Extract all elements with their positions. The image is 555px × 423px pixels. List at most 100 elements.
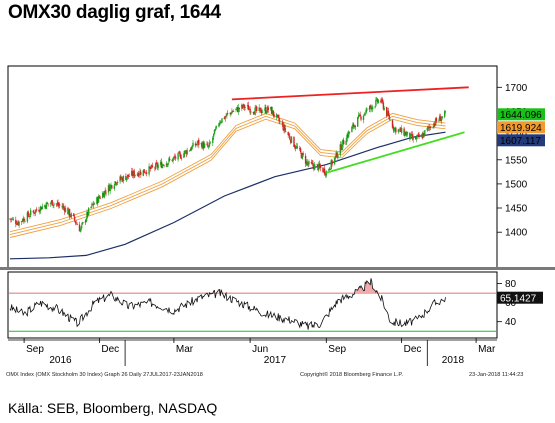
rsi-line [9, 278, 446, 330]
candle-up [329, 169, 332, 170]
candle-down [336, 152, 338, 158]
candle-down [316, 163, 318, 165]
candle-up [192, 142, 194, 147]
candle-up [186, 150, 188, 155]
candle-down [256, 106, 258, 111]
candle-up [444, 111, 447, 113]
rsi-last-value: 65.1427 [497, 291, 543, 305]
candle-up [11, 218, 13, 220]
trendline-layer [231, 86, 469, 174]
candle-up [439, 115, 441, 121]
candle-down [272, 110, 274, 116]
candle-up [219, 122, 221, 124]
candle-down [310, 162, 313, 164]
candle-down [128, 176, 130, 177]
candle-down [92, 203, 94, 205]
ma-band-line-2 [9, 115, 446, 236]
candle-up [426, 127, 428, 131]
candle-up [160, 162, 162, 165]
candle-up [441, 116, 443, 119]
candle-up [165, 163, 168, 167]
candle-down [140, 172, 142, 175]
candle-down [388, 115, 390, 120]
candle-up [30, 210, 32, 216]
candle-down [352, 123, 355, 127]
candle-down [227, 113, 229, 115]
candle-down [405, 132, 407, 136]
candle-down [190, 148, 192, 150]
candle-down [74, 221, 77, 223]
rsi-panel: 406080 65.1427 [7, 271, 543, 339]
candle-up [168, 158, 170, 162]
candle-down [44, 205, 47, 209]
candle-up [11, 218, 14, 220]
candle-down [277, 115, 279, 118]
candle-down [225, 115, 227, 117]
candle-up [157, 165, 159, 168]
candle-down [392, 126, 394, 130]
candle-up [91, 203, 93, 207]
candle-up [264, 107, 266, 112]
last-value-text: 1607.117 [500, 136, 541, 147]
candle-up [279, 121, 281, 123]
candle-up [113, 185, 115, 189]
candle-up [285, 131, 287, 132]
candle-down [51, 200, 53, 206]
candle-down [434, 124, 436, 125]
candle-down [232, 111, 234, 113]
candle-up [389, 119, 391, 121]
candle-up [271, 110, 274, 115]
candle-down [270, 106, 273, 114]
rsi-tick-label: 80 [505, 279, 517, 290]
candle-down [360, 116, 362, 120]
candle-down [143, 169, 145, 173]
candle-up [131, 171, 133, 176]
last-value-label: 1607.117 [497, 134, 545, 147]
candle-down [293, 137, 295, 147]
candle-up [107, 185, 110, 193]
candle-up [184, 150, 187, 152]
candle-up [333, 157, 336, 165]
candle-down [242, 105, 244, 108]
candle-up [323, 168, 325, 172]
price-tick-label: 1500 [505, 179, 528, 190]
candle-up [374, 106, 376, 108]
candle-up [229, 112, 231, 114]
candle-up [81, 223, 83, 226]
candle-down [73, 216, 76, 221]
candle-up [308, 161, 310, 165]
candle-down [294, 146, 297, 149]
candle-down [260, 107, 262, 113]
candle-up [369, 105, 371, 109]
candle-up [283, 125, 285, 131]
last-value-label: 1644.096 [497, 108, 545, 121]
candle-up [167, 162, 169, 166]
long-ma-line [9, 131, 446, 260]
resistance-trendline [231, 86, 469, 101]
candle-down [223, 117, 226, 119]
x-year-label: 2017 [264, 355, 287, 366]
last-value-text: 1644.096 [500, 110, 542, 121]
candle-down [299, 148, 301, 150]
candle-up [325, 171, 327, 176]
candle-up [381, 99, 383, 102]
candle-down [108, 185, 111, 191]
candle-up [266, 106, 269, 113]
price-tick-label: 1700 [505, 83, 528, 94]
candle-up [217, 124, 220, 126]
candle-up [318, 163, 320, 170]
candle-down [340, 144, 342, 151]
candle-down [55, 203, 58, 205]
candle-down [347, 134, 349, 137]
rsi-reference-lines [9, 292, 496, 332]
chart-title: OMX30 daglig graf, 1644 [8, 2, 221, 23]
candle-down [15, 224, 18, 225]
candle-up [254, 107, 256, 115]
candle-up [290, 136, 293, 143]
candle-up [301, 153, 303, 159]
candle-down [281, 122, 284, 125]
candle-up [121, 177, 123, 180]
candle-up [114, 181, 116, 185]
candle-down [76, 223, 78, 225]
candle-up [162, 164, 164, 166]
